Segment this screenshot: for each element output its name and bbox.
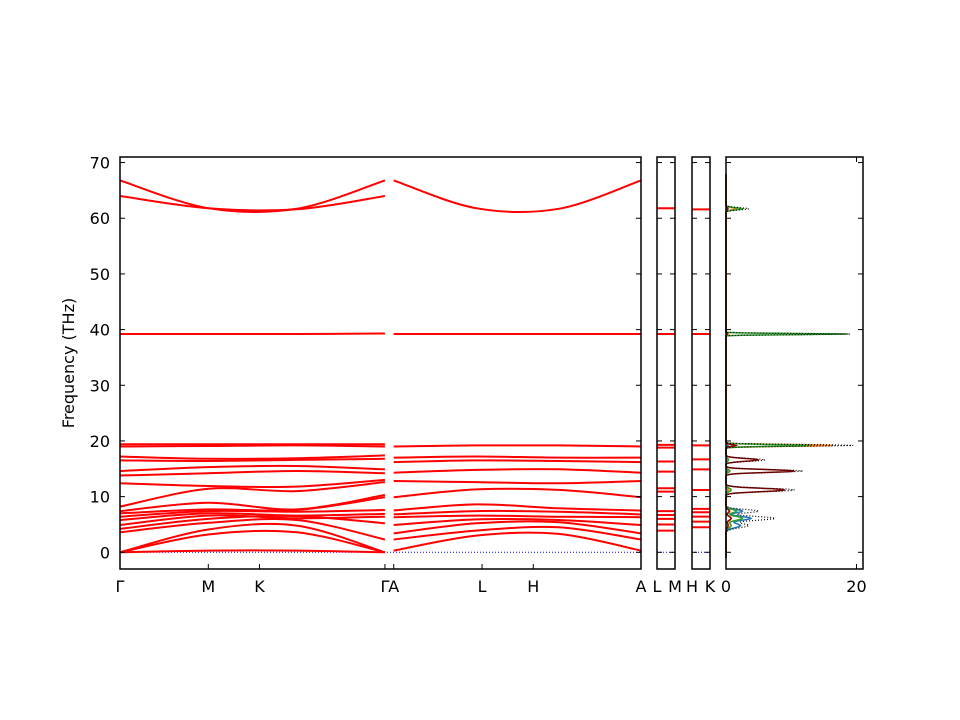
band-curve-a-l-h-a	[393, 520, 642, 535]
y-tick-label: 70	[90, 154, 110, 173]
band-curve-gamma-m-k-gamma	[119, 464, 385, 472]
band-curve-gamma-m-k-gamma	[119, 469, 385, 477]
y-tick-label: 50	[90, 265, 110, 284]
dos-total-curve	[725, 174, 854, 558]
band-curve-gamma-m-k-gamma	[119, 179, 386, 214]
x-tick-label: H	[686, 577, 698, 596]
band-curve-gamma-m-k-gamma	[119, 444, 385, 448]
band-curve-a-l-h-a	[393, 518, 642, 526]
x-tick-label: A	[388, 577, 399, 596]
y-tick-label: 40	[90, 321, 110, 340]
band-curve-gamma-m-k-gamma	[119, 481, 386, 508]
band-curve-gamma-m-k-gamma	[119, 457, 385, 463]
band-curve-gamma-m-k-gamma	[120, 332, 385, 336]
band-curve-a-l-h-a	[393, 480, 642, 485]
band-curve-gamma-m-k-gamma	[119, 494, 386, 513]
panel-frame-dos	[725, 156, 864, 570]
x-tick-label: M	[668, 577, 682, 596]
panel-frame-main	[119, 156, 642, 570]
x-tick-label: M	[201, 577, 215, 596]
band-curve-gamma-m-k-gamma	[119, 478, 385, 489]
band-curve-a-l-h-a	[393, 525, 642, 541]
dos-partial-curve	[725, 174, 795, 558]
band-curve-gamma-m-k-gamma	[119, 514, 385, 526]
band-curve-gamma-m-k-gamma	[119, 195, 386, 212]
band-curve-a-l-h-a	[393, 459, 642, 464]
band-curve-a-l-h-a	[393, 468, 642, 474]
band-curve-a-l-h-a	[393, 509, 642, 516]
band-curve-gamma-m-k-gamma	[119, 512, 385, 521]
y-tick-label: 60	[90, 209, 110, 228]
dos-x-tick-label: 20	[846, 577, 866, 596]
x-tick-label: L	[478, 577, 487, 596]
band-curve-gamma-m-k-gamma	[119, 517, 386, 541]
band-curve-a-l-h-a	[393, 179, 642, 214]
x-tick-label: Γ	[116, 577, 125, 596]
x-tick-label: L	[653, 577, 662, 596]
band-curve-a-l-h-a	[393, 444, 642, 448]
dos-x-tick-label: 0	[721, 577, 731, 596]
y-tick-label: 10	[90, 488, 110, 507]
y-axis-label: Frequency (THz)	[59, 298, 78, 428]
band-curve-a-l-h-a	[393, 531, 642, 552]
band-curve-a-l-h-a	[393, 487, 642, 499]
band-curve-gamma-m-k-gamma	[119, 496, 386, 515]
x-tick-label: A	[636, 577, 647, 596]
x-tick-label: Γ	[380, 577, 389, 596]
band-curve-a-l-h-a	[393, 455, 642, 459]
x-tick-label: K	[705, 577, 716, 596]
band-curve-gamma-m-k-gamma	[119, 522, 386, 554]
band-curve-a-l-h-a	[393, 503, 642, 512]
dos-partial-curve	[725, 174, 834, 558]
band-curve-gamma-m-k-gamma	[119, 549, 385, 554]
dos-partial-curve	[725, 174, 753, 558]
band-curve-gamma-m-k-gamma	[119, 529, 386, 554]
y-tick-label: 20	[90, 432, 110, 451]
y-tick-label: 0	[100, 543, 110, 562]
panel-frame-hk	[691, 156, 711, 570]
x-tick-label: H	[527, 577, 539, 596]
y-tick-label: 30	[90, 376, 110, 395]
band-curve-a-l-h-a	[393, 514, 642, 519]
dos-partial-curve	[725, 174, 847, 558]
band-curve-gamma-m-k-gamma	[119, 454, 385, 460]
x-tick-label: K	[254, 577, 265, 596]
panel-frame-lm	[656, 156, 676, 570]
